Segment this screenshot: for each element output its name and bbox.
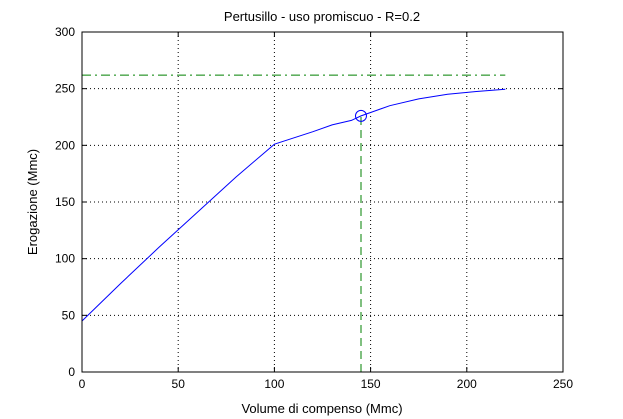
- x-tick-label: 50: [172, 377, 186, 391]
- x-tick-label: 0: [79, 377, 86, 391]
- y-tick-label: 200: [55, 138, 75, 152]
- y-tick-label: 250: [55, 82, 75, 96]
- data-series: [81, 74, 506, 372]
- chart-title: Pertusillo - uso promiscuo - R=0.2: [224, 9, 420, 24]
- x-tick-label: 100: [264, 377, 284, 391]
- y-tick-label: 50: [62, 308, 76, 322]
- y-tick-label: 0: [68, 365, 75, 379]
- x-tick-label: 200: [457, 377, 477, 391]
- axis-ticks: 0 50 100 150 200 250 0 50 100 150 200 250 300: [55, 25, 573, 391]
- y-tick-label: 100: [55, 252, 75, 266]
- x-tick-label: 150: [361, 377, 381, 391]
- y-tick-label: 150: [55, 195, 75, 209]
- y-axis-label: Erogazione (Mmc): [25, 149, 40, 255]
- x-axis-label: Volume di compenso (Mmc): [241, 401, 402, 416]
- series-line-1: [81, 88, 506, 322]
- y-tick-label: 300: [55, 25, 75, 39]
- grid-lines: [82, 32, 563, 372]
- marker-circle: [354, 109, 367, 122]
- x-tick-label: 250: [553, 377, 573, 391]
